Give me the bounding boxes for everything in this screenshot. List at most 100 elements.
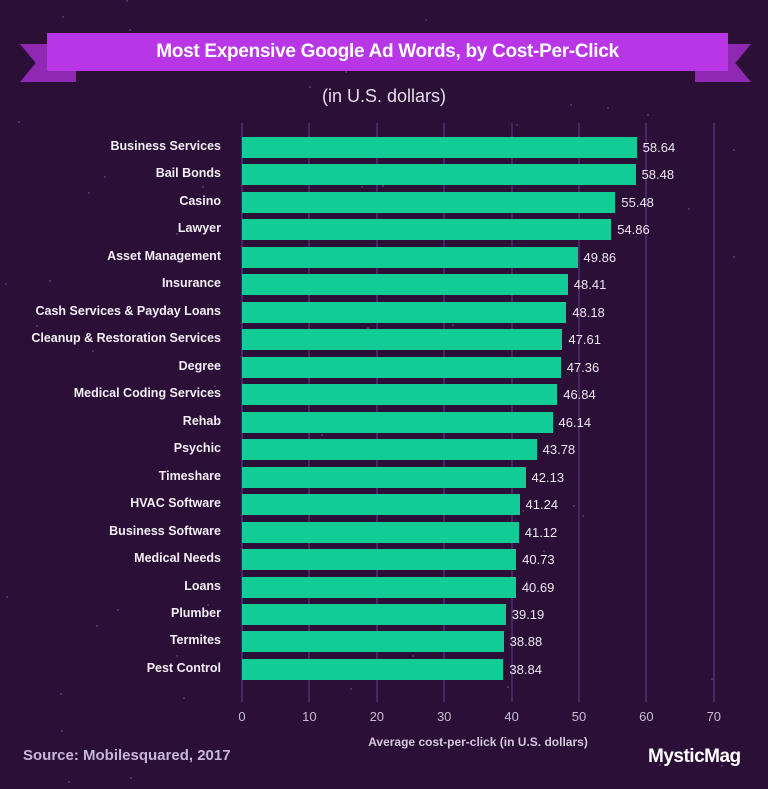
star-dot bbox=[452, 324, 454, 326]
bar bbox=[242, 549, 517, 571]
value-label: 42.13 bbox=[531, 469, 565, 485]
category-label: Plumber bbox=[170, 605, 221, 620]
bar bbox=[242, 603, 506, 625]
category-label: Bail Bonds bbox=[155, 166, 221, 181]
star-dot bbox=[516, 124, 518, 126]
value-label: 58.64 bbox=[642, 140, 676, 155]
bar bbox=[242, 219, 612, 241]
star-dot bbox=[18, 121, 20, 123]
star-dot bbox=[659, 764, 661, 766]
star-dot bbox=[573, 505, 575, 507]
star-dot bbox=[68, 781, 70, 783]
star-dot bbox=[382, 185, 384, 187]
source-note: Source: Mobilesquared, 2017 bbox=[23, 747, 231, 764]
value-label: 43.78 bbox=[542, 442, 576, 458]
star-dot bbox=[165, 310, 167, 312]
star-dot bbox=[607, 107, 609, 109]
star-dot bbox=[522, 510, 524, 512]
star-dot bbox=[61, 730, 63, 732]
bar bbox=[242, 329, 563, 351]
value-label: 54.86 bbox=[617, 222, 650, 238]
star-dot bbox=[49, 280, 51, 282]
category-label: Psychic bbox=[173, 441, 221, 456]
star-dot bbox=[104, 176, 106, 178]
bar bbox=[242, 384, 558, 406]
star-dot bbox=[62, 16, 64, 18]
bar bbox=[242, 164, 636, 186]
star-dot bbox=[207, 604, 209, 606]
x-tick-label: 40 bbox=[504, 709, 519, 724]
logo-text: MysticMag bbox=[648, 746, 741, 767]
value-label: 46.14 bbox=[558, 414, 592, 430]
category-label: Business Services bbox=[110, 139, 222, 153]
value-label: 38.84 bbox=[509, 661, 542, 677]
star-dot bbox=[202, 186, 204, 188]
star-dot bbox=[176, 233, 178, 235]
star-dot bbox=[733, 256, 735, 258]
star-dot bbox=[350, 688, 352, 690]
gridline bbox=[712, 123, 715, 702]
value-label: 58.48 bbox=[641, 167, 675, 183]
category-label: Medical Needs bbox=[134, 551, 221, 566]
category-label: Timeshare bbox=[158, 468, 221, 483]
value-label: 41.12 bbox=[524, 524, 558, 540]
category-label: Cash Services & Payday Loans bbox=[35, 303, 221, 318]
category-label: Pest Control bbox=[146, 660, 221, 675]
star-dot bbox=[5, 283, 7, 285]
bar bbox=[242, 191, 616, 213]
bar bbox=[242, 411, 553, 433]
chart-title: Most Expensive Google Ad Words, by Cost-… bbox=[156, 41, 619, 62]
category-label: Casino bbox=[179, 193, 221, 208]
value-label: 40.73 bbox=[522, 552, 555, 568]
x-tick-label: 30 bbox=[436, 709, 452, 724]
star-dot bbox=[204, 754, 206, 756]
bar bbox=[242, 246, 578, 268]
category-label: Rehab bbox=[182, 413, 221, 428]
value-label: 55.48 bbox=[621, 194, 654, 210]
bar bbox=[242, 137, 637, 158]
value-label: 40.69 bbox=[521, 579, 555, 595]
star-dot bbox=[543, 550, 545, 552]
star-dot bbox=[96, 625, 98, 627]
star-dot bbox=[526, 581, 528, 583]
category-label: Business Software bbox=[109, 523, 221, 538]
category-label: Degree bbox=[178, 358, 221, 373]
star-dot bbox=[412, 655, 414, 657]
bar bbox=[242, 631, 504, 653]
star-dot bbox=[711, 678, 713, 680]
mysticmag-logo: MysticMag bbox=[648, 746, 741, 768]
star-dot bbox=[60, 693, 62, 695]
title-ribbon: Most Expensive Google Ad Words, by Cost-… bbox=[47, 33, 728, 71]
bar bbox=[242, 658, 504, 680]
category-label: Insurance bbox=[161, 276, 221, 291]
star-dot bbox=[88, 192, 90, 194]
bar bbox=[242, 521, 519, 543]
category-label: HVAC Software bbox=[130, 496, 221, 511]
star-dot bbox=[345, 71, 347, 73]
star-dot bbox=[218, 616, 220, 618]
star-dot bbox=[176, 655, 178, 657]
bar bbox=[242, 274, 568, 296]
star-dot bbox=[214, 385, 216, 387]
star-dot bbox=[309, 86, 311, 88]
value-label: 38.88 bbox=[509, 634, 543, 650]
value-label: 47.36 bbox=[566, 359, 600, 375]
star-dot bbox=[367, 327, 369, 329]
category-label: Termites bbox=[169, 633, 221, 648]
x-tick-label: 60 bbox=[639, 709, 654, 724]
bar bbox=[242, 301, 567, 323]
bar bbox=[242, 439, 537, 461]
category-label: Medical Coding Services bbox=[73, 386, 221, 401]
x-axis-label: Average cost-per-click (in U.S. dollars) bbox=[368, 735, 588, 749]
star-dot bbox=[36, 325, 38, 327]
star-dot bbox=[582, 515, 584, 517]
star-dot bbox=[117, 609, 119, 611]
star-dot bbox=[647, 114, 649, 116]
star-dot bbox=[688, 208, 690, 210]
x-tick-label: 50 bbox=[571, 709, 587, 724]
star-dot bbox=[721, 765, 723, 767]
category-label: Loans bbox=[184, 578, 221, 593]
value-label: 49.86 bbox=[583, 249, 617, 265]
star-dot bbox=[92, 350, 94, 352]
value-label: 41.24 bbox=[525, 497, 559, 513]
